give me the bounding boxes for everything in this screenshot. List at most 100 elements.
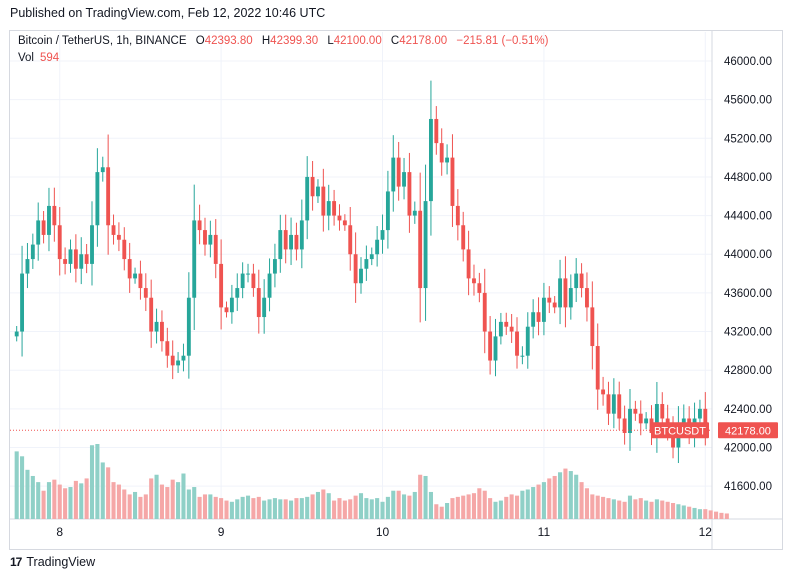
footer-brand[interactable]: 17 TradingView — [10, 555, 95, 569]
candle-body — [213, 234, 218, 264]
candle-body — [520, 355, 525, 357]
candle-body — [482, 292, 487, 332]
volume-bar — [654, 499, 659, 519]
volume-bar — [256, 496, 261, 519]
volume-bar — [63, 488, 68, 519]
volume-bar — [401, 494, 407, 519]
volume-bar — [197, 496, 202, 519]
candle-body — [423, 201, 428, 289]
candle-body — [68, 249, 73, 264]
candle-body — [127, 259, 132, 279]
volume-bar — [321, 489, 326, 519]
candle-body — [369, 254, 374, 260]
volume-bar — [143, 494, 148, 519]
volume-bar — [638, 498, 643, 519]
candle-body — [498, 321, 503, 337]
volume-bar — [681, 505, 686, 519]
candle-body — [332, 201, 337, 216]
candle-body — [391, 157, 396, 192]
price-tick-label: 44400.00 — [724, 211, 772, 223]
volume-bar — [326, 493, 331, 519]
price-tick-label: 42000.00 — [724, 442, 772, 454]
volume-bar — [590, 494, 595, 519]
candle-body — [472, 278, 476, 284]
volume-bar — [498, 500, 503, 519]
chart-panel[interactable] — [9, 30, 783, 550]
candle-body — [138, 273, 143, 289]
candle-body — [412, 210, 417, 216]
volume-bar — [73, 480, 78, 519]
candle-body — [310, 176, 315, 197]
volume-bar — [116, 484, 121, 519]
volume-bar — [595, 495, 600, 519]
volume-bar — [423, 475, 428, 519]
candle-body — [509, 326, 514, 332]
candle-body — [95, 172, 100, 226]
volume-bar — [471, 493, 477, 519]
candle-body — [14, 331, 19, 337]
time-tick-label: 9 — [218, 525, 225, 539]
candle-body — [445, 157, 450, 163]
candle-body — [429, 118, 433, 202]
volume-bar — [337, 498, 342, 519]
high-label: H — [261, 35, 271, 47]
candle-body — [181, 355, 186, 361]
candle-body — [337, 215, 342, 221]
candle-body — [73, 249, 78, 269]
candle-body — [531, 312, 536, 327]
candle-body — [90, 225, 94, 264]
volume-bar — [697, 509, 702, 519]
candle-body — [170, 355, 175, 366]
volume-bar — [649, 501, 654, 519]
time-tick-label: 10 — [376, 525, 390, 539]
volume-bar — [245, 495, 251, 519]
price-tick-label: 43600.00 — [724, 288, 772, 300]
price-tick-label: 44000.00 — [724, 249, 772, 261]
volume-bar — [611, 499, 616, 519]
close-label: C — [390, 35, 400, 47]
volume-bar — [79, 483, 84, 519]
published-caption: Published on TradingView.com, Feb 12, 20… — [10, 6, 326, 20]
candle-body — [644, 418, 649, 424]
candle-body — [601, 389, 606, 395]
volume-bar — [154, 474, 159, 519]
volume-bar — [235, 499, 240, 519]
last-price-label: 42178.00 — [725, 425, 771, 437]
candle-body — [558, 278, 562, 308]
symbol-tag — [651, 422, 709, 439]
volume-bar — [676, 504, 681, 519]
volume-bar — [558, 472, 563, 519]
volume-bar — [719, 512, 724, 519]
candle-body — [342, 220, 347, 226]
candle-body — [160, 321, 164, 342]
volume-bar — [186, 489, 191, 519]
volume-bar — [488, 498, 493, 519]
candle-body — [208, 234, 213, 245]
volume-bar — [369, 499, 374, 519]
volume-bar — [477, 488, 482, 519]
volume-bar — [412, 491, 417, 519]
candle-body — [111, 225, 116, 235]
time-tick-label: 12 — [699, 525, 713, 539]
volume-bar — [434, 504, 439, 519]
volume-bar — [552, 475, 557, 519]
candle-body — [418, 210, 423, 289]
candle-body — [165, 341, 170, 356]
volume-bar — [342, 500, 347, 519]
candle-body — [154, 321, 159, 332]
candle-body — [186, 297, 191, 356]
candle-body — [434, 118, 439, 144]
volume-bar — [332, 500, 337, 519]
volume-bar — [353, 495, 358, 519]
candle-body — [466, 249, 471, 279]
candle-body — [590, 307, 595, 347]
candle-body — [585, 288, 589, 308]
volume-bar — [138, 496, 143, 519]
candle-body — [380, 230, 385, 240]
candle-body — [84, 254, 89, 264]
candle-body — [488, 331, 493, 361]
volume-bar — [46, 482, 52, 519]
volume-bar — [310, 494, 315, 519]
tradingview-logo-icon: 17 — [10, 555, 22, 569]
